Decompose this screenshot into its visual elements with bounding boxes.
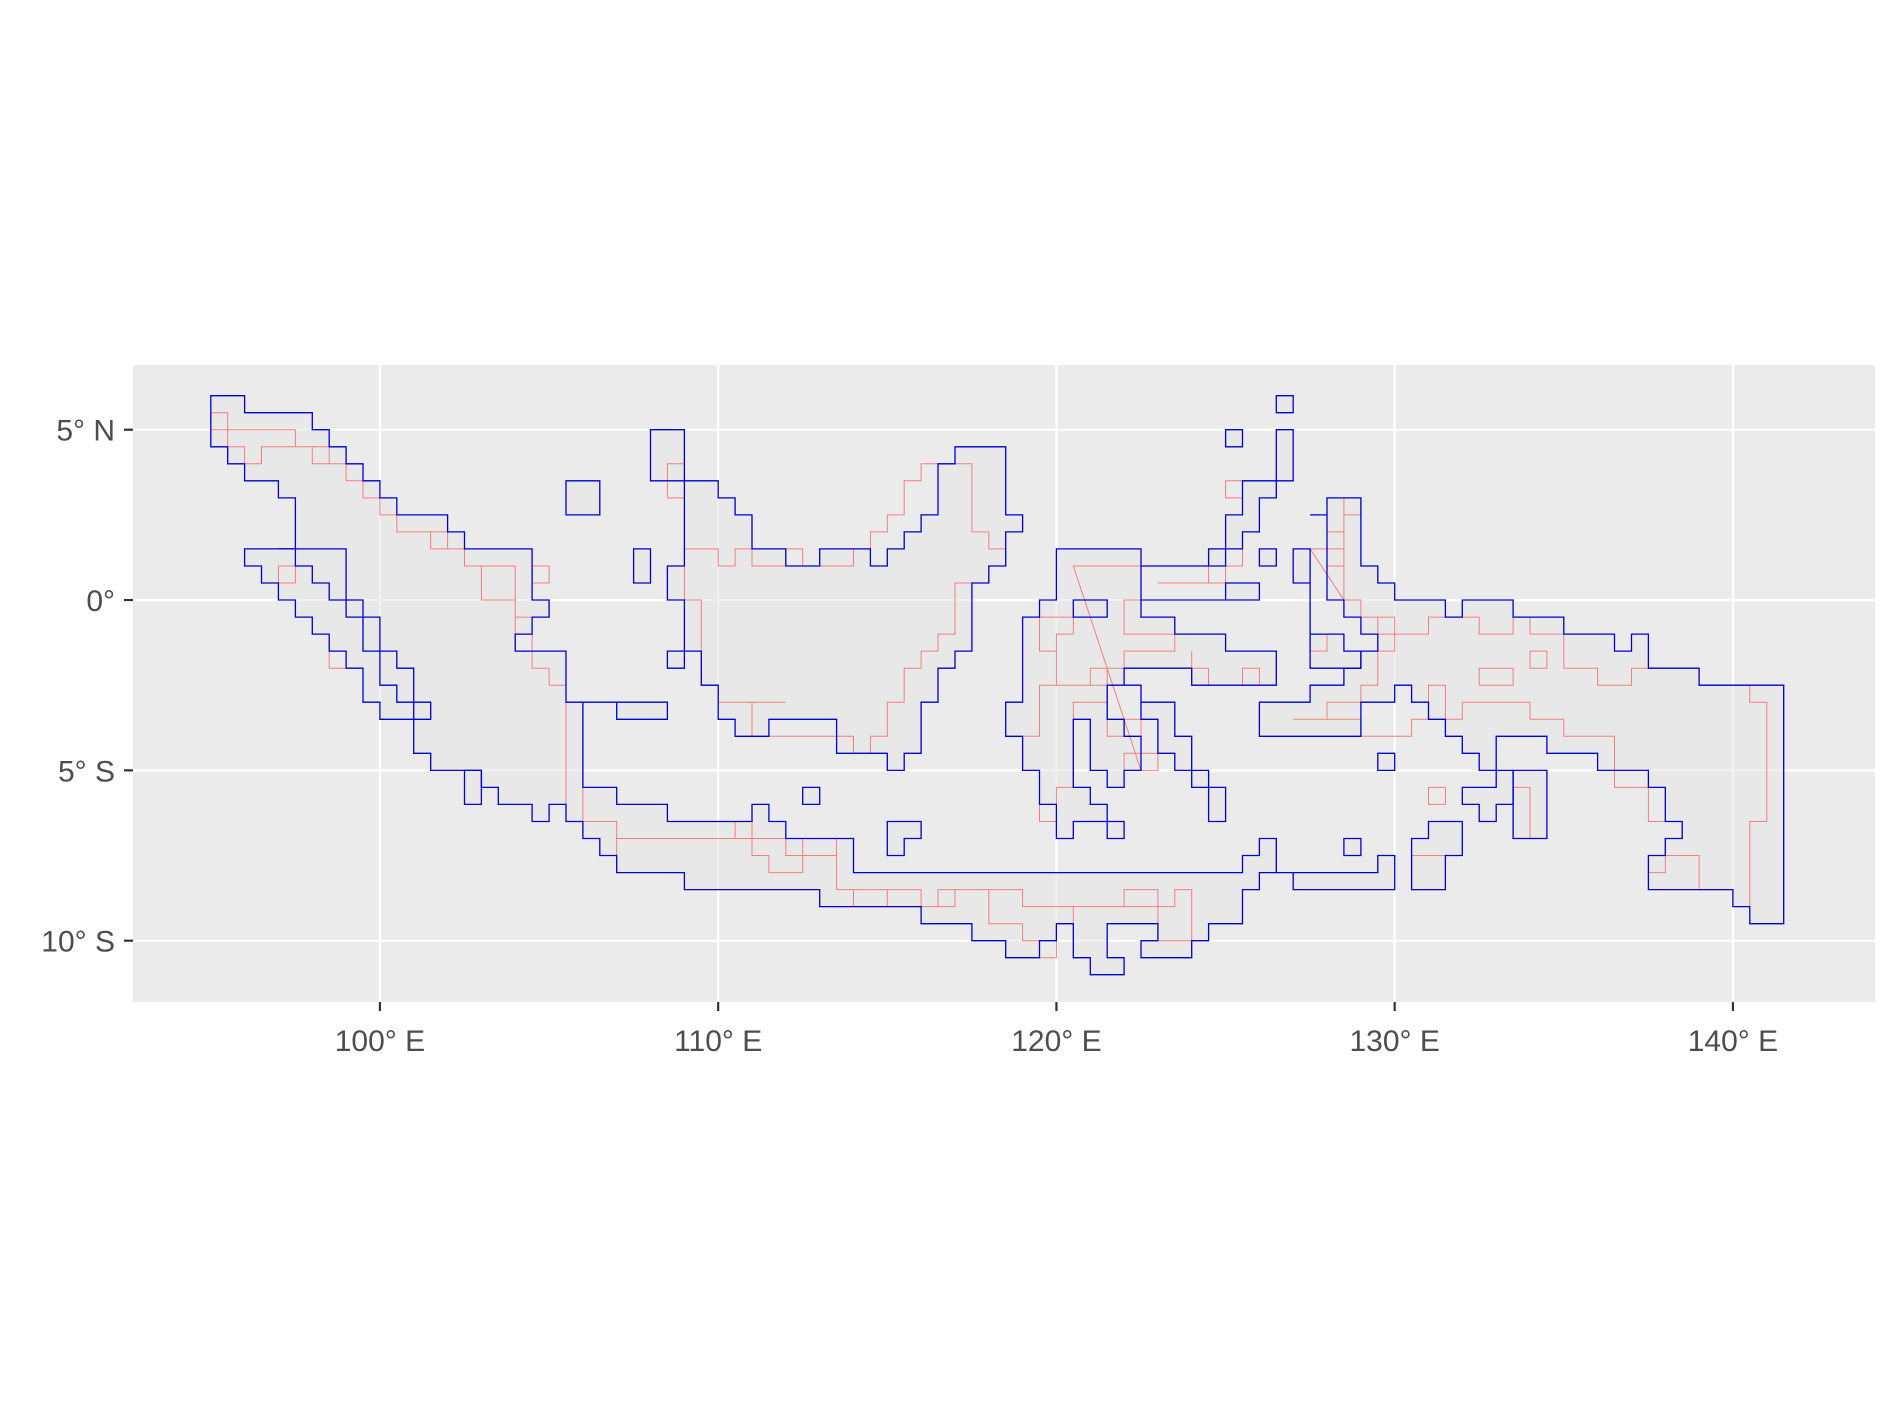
blue-outline-polygon <box>649 429 1024 772</box>
blue-outline-polygon <box>1005 480 1277 840</box>
blue-outline-polygon <box>1072 599 1108 618</box>
land-fill-polygon <box>278 548 431 720</box>
land-fill-polygon <box>1073 600 1108 618</box>
red-outline-polygon <box>210 412 1193 959</box>
y-tick-label: 5° S <box>58 755 115 788</box>
blue-outline-polygon <box>463 769 483 806</box>
x-tick-label: 130° E <box>1349 1025 1439 1058</box>
land-fill-polygon <box>1343 838 1361 856</box>
red-outline-polygon <box>1428 786 1446 805</box>
red-outline-polygon <box>277 565 296 584</box>
x-tick-label: 140° E <box>1688 1025 1778 1058</box>
blue-outline-polygon <box>1258 497 1785 925</box>
blue-outline-polygon <box>1275 395 1294 414</box>
x-tick-label: 100° E <box>335 1025 425 1058</box>
blue-outline-layer <box>210 395 1785 976</box>
land-fill-polygon <box>1462 770 1514 822</box>
land-fill-polygon <box>633 548 651 583</box>
blue-outline-polygon <box>802 786 821 806</box>
blue-outline-polygon <box>1377 752 1396 772</box>
blue-outline-polygon <box>886 820 922 857</box>
land-fill-polygon <box>464 770 482 805</box>
blue-outline-polygon <box>1461 769 1514 823</box>
x-tick-label: 120° E <box>1011 1025 1101 1058</box>
land-fill-polygon <box>1377 753 1395 771</box>
blue-outline-polygon <box>1343 837 1362 857</box>
land-fill-polygon <box>566 480 600 515</box>
blue-outline-polygon <box>278 548 432 720</box>
blue-outline-polygon <box>1292 548 1362 669</box>
blue-outline-polygon <box>1258 548 1277 567</box>
blue-outline-polygon <box>565 480 601 516</box>
blue-outline-polygon <box>1512 769 1548 840</box>
blue-outline-polygon <box>632 548 652 584</box>
y-tick-label: 5° N <box>56 415 115 448</box>
red-outline-polygon <box>1478 667 1514 686</box>
blue-outline-polygon <box>210 395 1396 976</box>
x-tick-label: 110° E <box>674 1025 762 1058</box>
land-fill-polygon <box>650 429 1023 771</box>
land-fill-polygon <box>1259 497 1784 924</box>
y-tick-label: 0° <box>86 585 115 618</box>
axes: 100° E 110° E 120° E 130° E 140° E 5° N 0° 5° S… <box>41 415 1778 1058</box>
red-outline-polygon <box>1529 650 1548 669</box>
land-fill-polygon <box>802 787 820 805</box>
land-fill-polygon <box>1276 395 1294 413</box>
land-fill-polygon <box>1276 429 1294 481</box>
blue-outline-polygon <box>1410 820 1463 891</box>
blue-outline-polygon <box>1224 429 1244 448</box>
land-fill-polygon <box>1225 429 1243 447</box>
land-fill-polygon <box>1005 480 1277 839</box>
red-outline-polygon <box>1039 616 1074 686</box>
land-fill-polygon <box>1259 548 1277 566</box>
y-tick-label: 10° S <box>41 926 115 959</box>
blue-outline-polygon <box>1275 429 1294 482</box>
red-outline-polygon <box>1157 548 1243 584</box>
